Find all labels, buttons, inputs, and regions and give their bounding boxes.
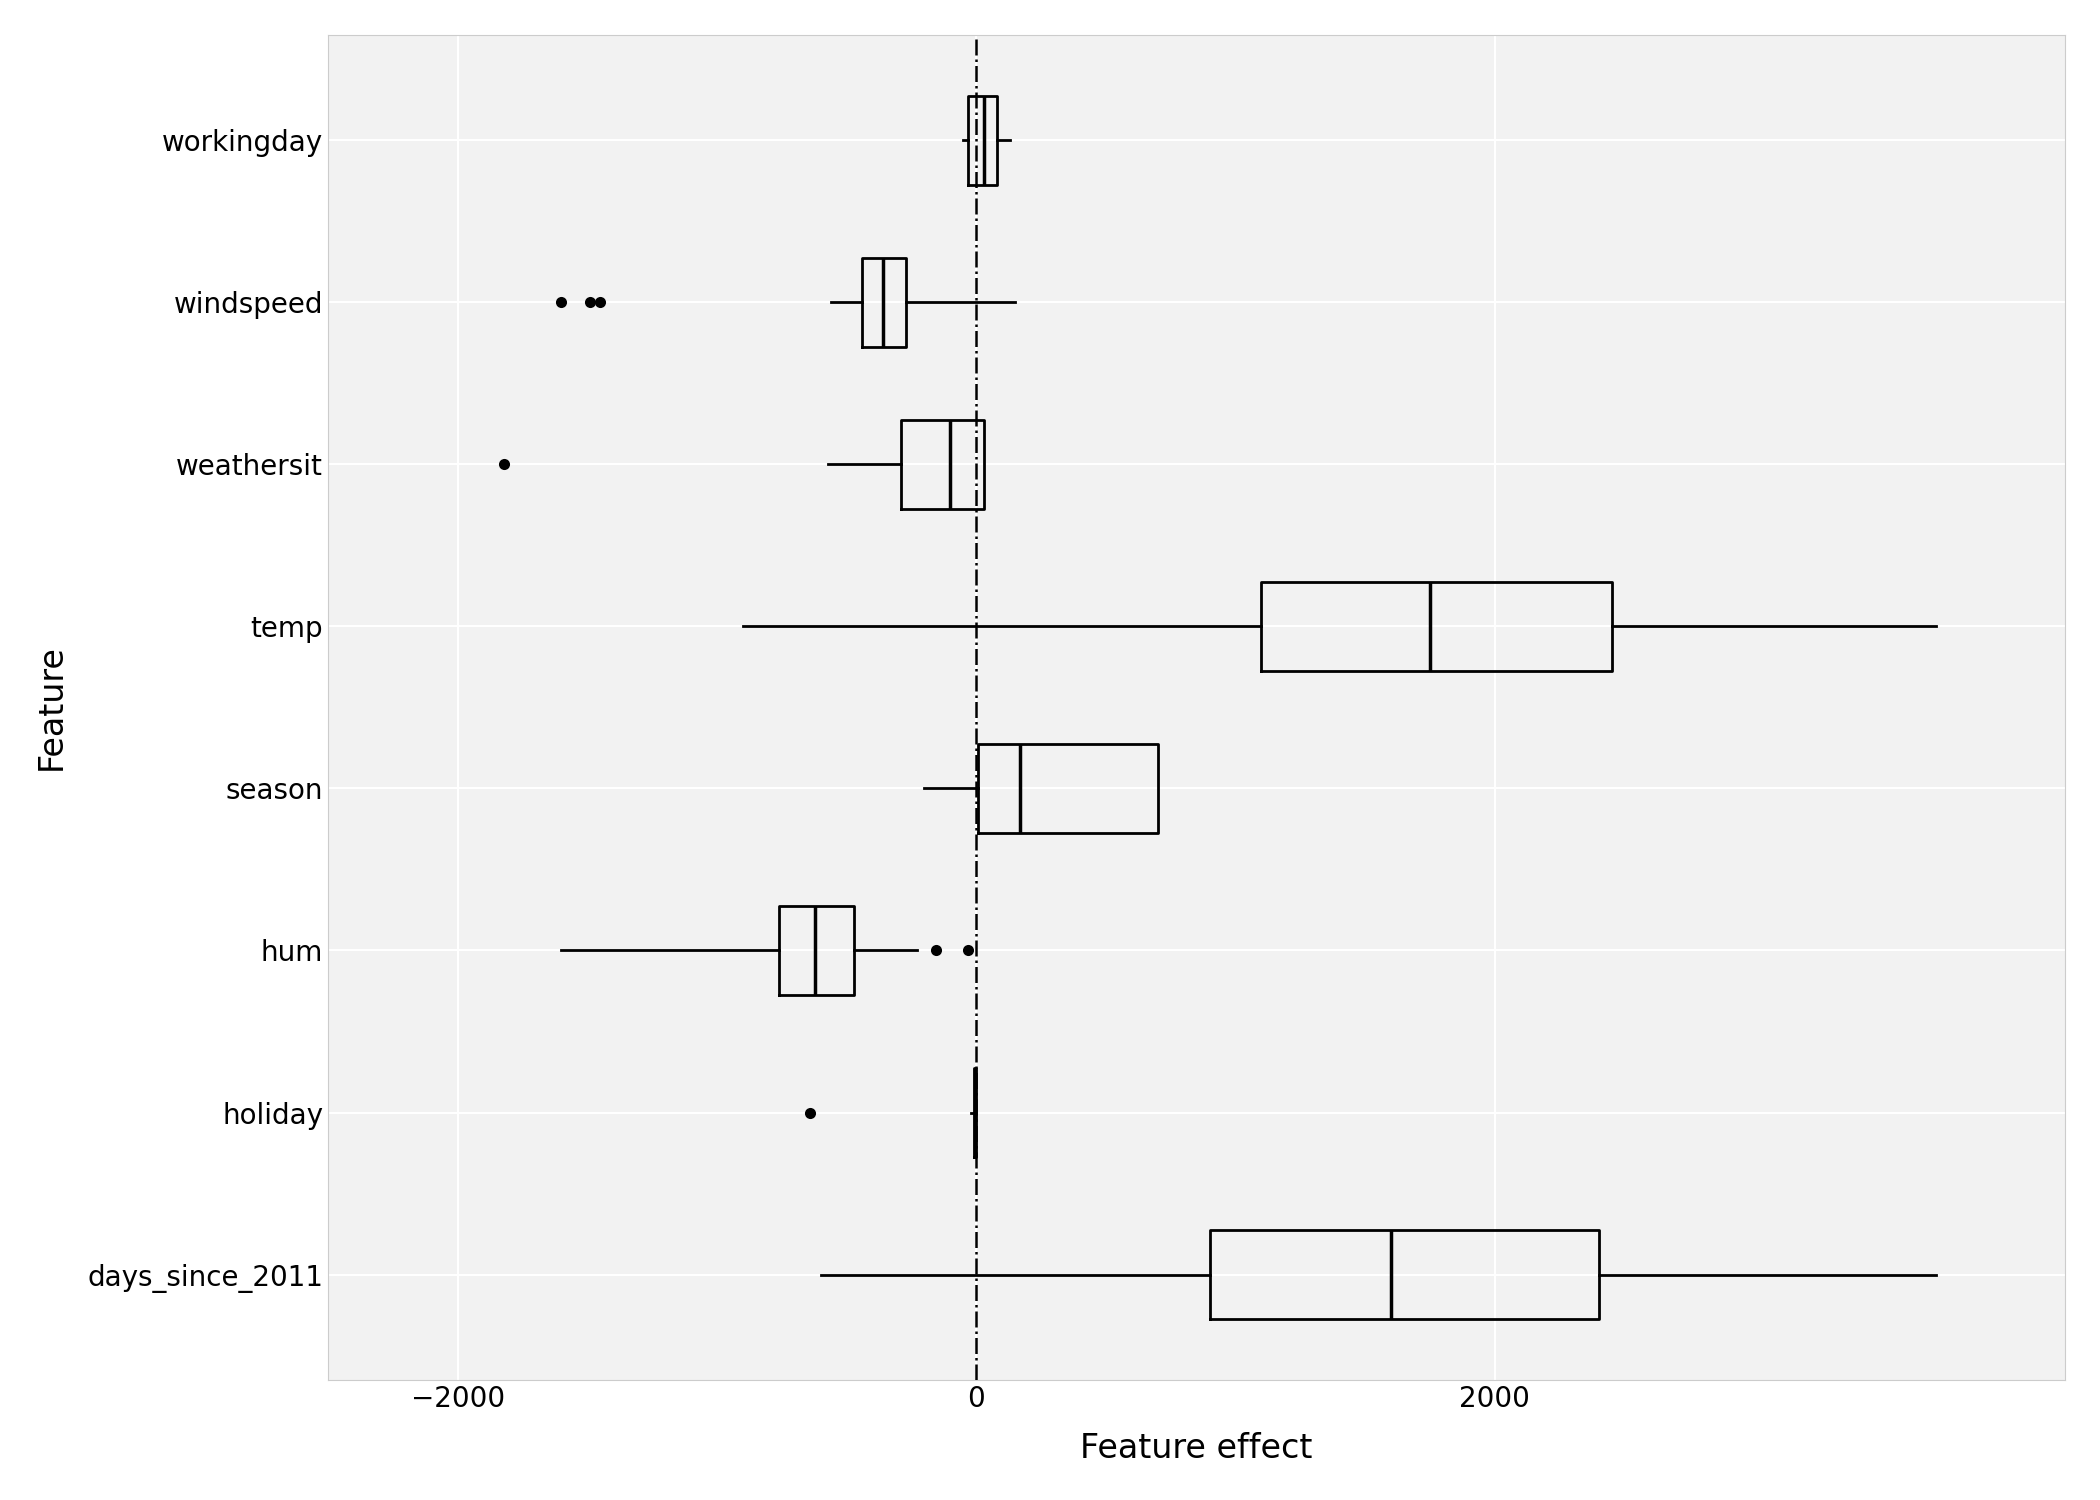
Y-axis label: Feature: Feature bbox=[36, 645, 67, 771]
X-axis label: Feature effect: Feature effect bbox=[1082, 1432, 1312, 1466]
